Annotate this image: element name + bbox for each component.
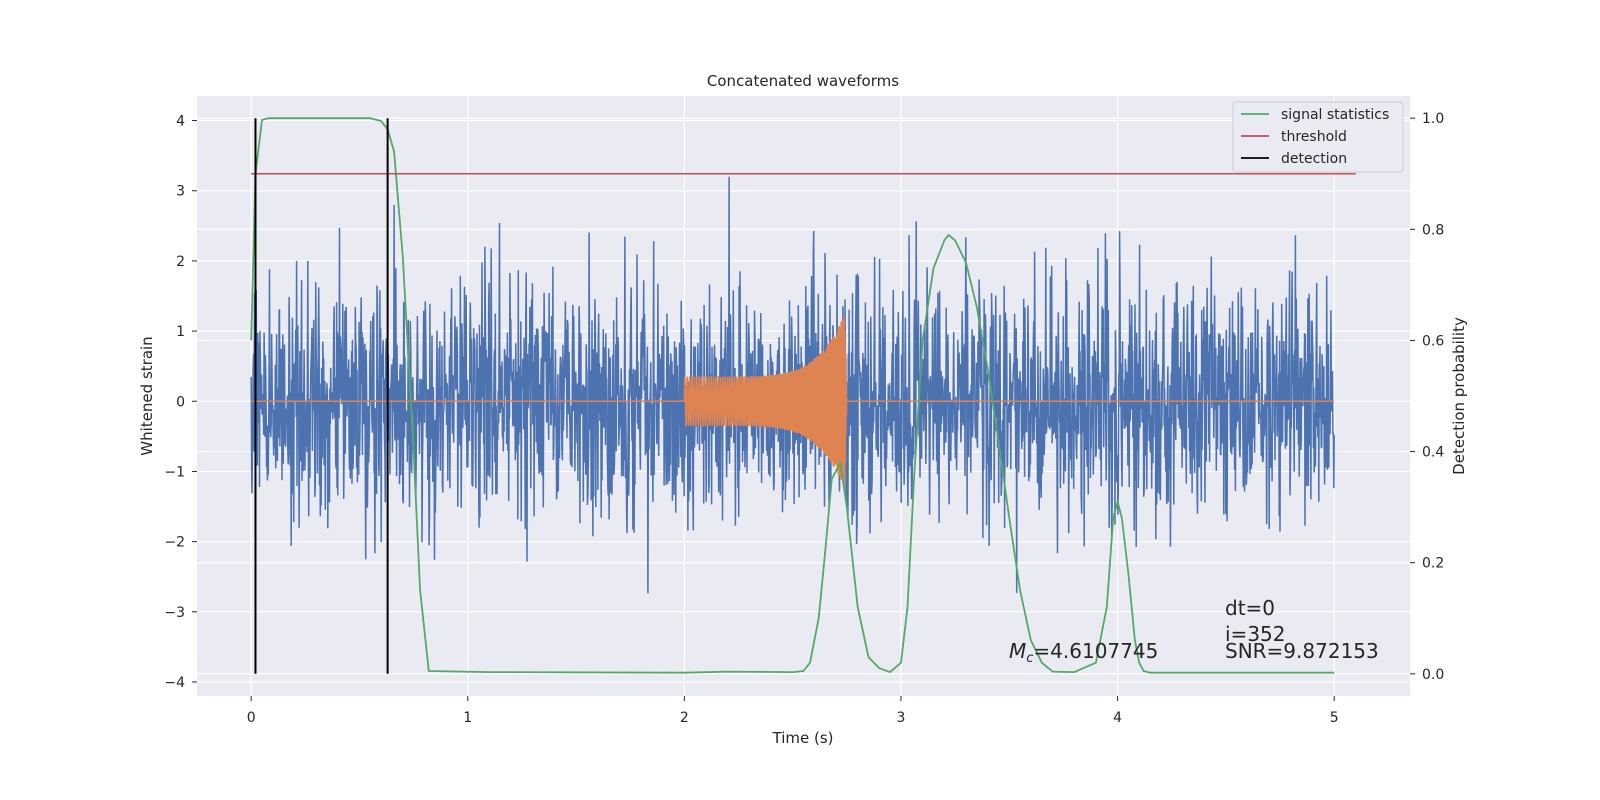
x-axis-label: Time (s) bbox=[772, 729, 834, 747]
y-left-tick-label: −4 bbox=[164, 675, 185, 691]
y-right-tick-label: 0.2 bbox=[1422, 556, 1444, 572]
y-left-tick-label: 4 bbox=[176, 114, 185, 130]
legend-label-detection: detection bbox=[1281, 151, 1347, 167]
annotation-snr: SNR=9.872153 bbox=[1225, 639, 1379, 663]
y-axis-label-right: Detection probability bbox=[1450, 317, 1468, 475]
series-signal-statistics-line bbox=[250, 117, 1335, 674]
x-tick-label: 1 bbox=[463, 710, 472, 726]
legend: signal statistics threshold detection bbox=[1232, 101, 1404, 173]
x-tick-label: 4 bbox=[1113, 710, 1122, 726]
y-left-tick-label: −2 bbox=[164, 535, 185, 551]
x-tick-label: 2 bbox=[680, 710, 689, 726]
y-left-tick-label: 3 bbox=[176, 184, 185, 200]
annotation-chirp-mass-subscript: c bbox=[1026, 651, 1033, 666]
annotation-index: i=352 bbox=[1225, 622, 1286, 646]
annotations: Mc=4.6107745 dt=0 i=352 SNR=9.872153 bbox=[1009, 596, 1379, 666]
y-right-tick-label: 0.0 bbox=[1422, 667, 1444, 683]
y-right-tick-label: 0.6 bbox=[1422, 333, 1444, 349]
legend-label-threshold: threshold bbox=[1281, 129, 1347, 145]
x-tick-label: 3 bbox=[897, 710, 906, 726]
y-right-tick-label: 0.4 bbox=[1422, 445, 1444, 461]
x-tick-label: 5 bbox=[1330, 710, 1339, 726]
annotation-chirp-mass-value: =4.6107745 bbox=[1033, 639, 1158, 663]
annotation-dt: dt=0 bbox=[1225, 596, 1275, 620]
x-tick-label: 0 bbox=[247, 710, 256, 726]
chart-title: Concatenated waveforms bbox=[707, 72, 899, 90]
y-right-tick-label: 0.8 bbox=[1422, 222, 1444, 238]
legend-label-signal-statistics: signal statistics bbox=[1281, 107, 1389, 123]
legend-box bbox=[1232, 101, 1404, 173]
y-left-tick-label: −1 bbox=[164, 464, 185, 480]
annotation-chirp-mass-symbol: M bbox=[1009, 639, 1026, 663]
y-left-tick-label: 1 bbox=[176, 324, 185, 340]
y-left-tick-label: 0 bbox=[176, 394, 185, 410]
series-chirp-line bbox=[251, 316, 1335, 489]
series-group bbox=[250, 117, 1356, 674]
annotation-chirp-mass: Mc=4.6107745 bbox=[1009, 639, 1158, 666]
y-left-tick-label: 2 bbox=[176, 254, 185, 270]
ticks: 0 1 2 3 4 5 4 3 2 1 0 −1 −2 −3 −4 1.0 0.8 0.6 0.4 0.2 0.0 bbox=[164, 111, 1444, 726]
y-axis-label-left: Whitened strain bbox=[138, 336, 156, 455]
y-left-tick-label: −3 bbox=[164, 605, 185, 621]
y-right-tick-label: 1.0 bbox=[1422, 111, 1444, 127]
